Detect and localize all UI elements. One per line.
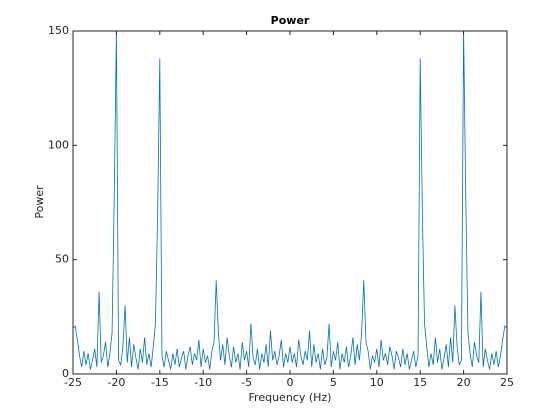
x-axis-label: Frequency (Hz) xyxy=(249,391,332,404)
x-tick-label: 10 xyxy=(370,376,384,389)
x-tick-label: 15 xyxy=(413,376,427,389)
y-tick-label: 150 xyxy=(48,24,69,37)
x-tick-label: -5 xyxy=(241,376,252,389)
x-tick-label: 5 xyxy=(330,376,337,389)
data-line xyxy=(73,31,507,370)
y-tick-label: 50 xyxy=(55,253,69,266)
x-tick-label: -25 xyxy=(64,376,82,389)
x-tick-label: -20 xyxy=(107,376,125,389)
y-axis-label: Power xyxy=(33,185,46,219)
x-tick-label: -15 xyxy=(151,376,169,389)
x-tick-label: 0 xyxy=(287,376,294,389)
chart-title: Power xyxy=(271,14,310,27)
x-tick-label: 20 xyxy=(457,376,471,389)
x-tick-label: -10 xyxy=(194,376,212,389)
plot-area xyxy=(73,31,507,374)
x-tick-label: 25 xyxy=(500,376,514,389)
y-tick-label: 0 xyxy=(62,367,69,380)
y-tick-label: 100 xyxy=(48,138,69,151)
